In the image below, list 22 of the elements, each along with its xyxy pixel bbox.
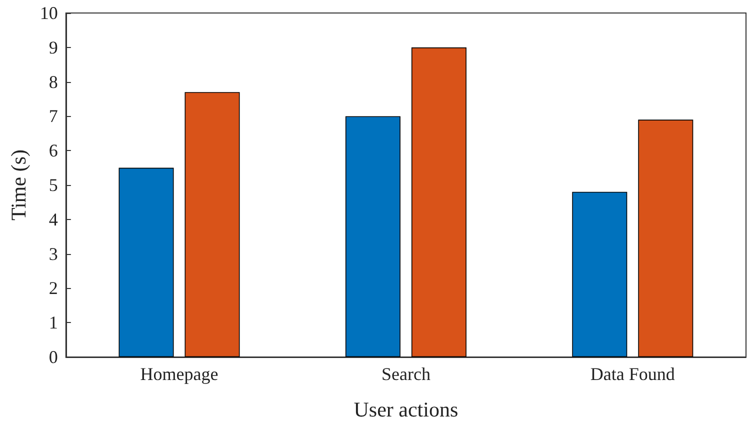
x-tick-label: Search xyxy=(381,364,430,384)
y-tick-label: 3 xyxy=(48,244,58,264)
y-tick-label: 5 xyxy=(48,175,58,195)
y-tick-label: 6 xyxy=(48,140,58,161)
x-tick-label: Data Found xyxy=(590,364,675,384)
bar xyxy=(345,116,400,357)
y-axis-title: Time (s) xyxy=(6,150,30,220)
y-tick-label: 9 xyxy=(48,37,58,58)
bar xyxy=(411,47,466,357)
x-axis-title: User actions xyxy=(354,398,458,422)
y-tick-label: 0 xyxy=(48,347,58,367)
bar xyxy=(118,168,174,357)
y-tick-label: 4 xyxy=(48,209,58,230)
bar xyxy=(184,92,240,357)
bar xyxy=(638,120,694,357)
bar xyxy=(572,192,628,357)
y-tick-label: 1 xyxy=(48,312,58,333)
x-tick-label: Homepage xyxy=(140,364,218,384)
y-tick-label: 7 xyxy=(48,106,58,126)
y-tick-label: 10 xyxy=(40,3,58,23)
y-tick-label: 8 xyxy=(48,72,58,92)
y-tick-label: 2 xyxy=(48,278,58,298)
